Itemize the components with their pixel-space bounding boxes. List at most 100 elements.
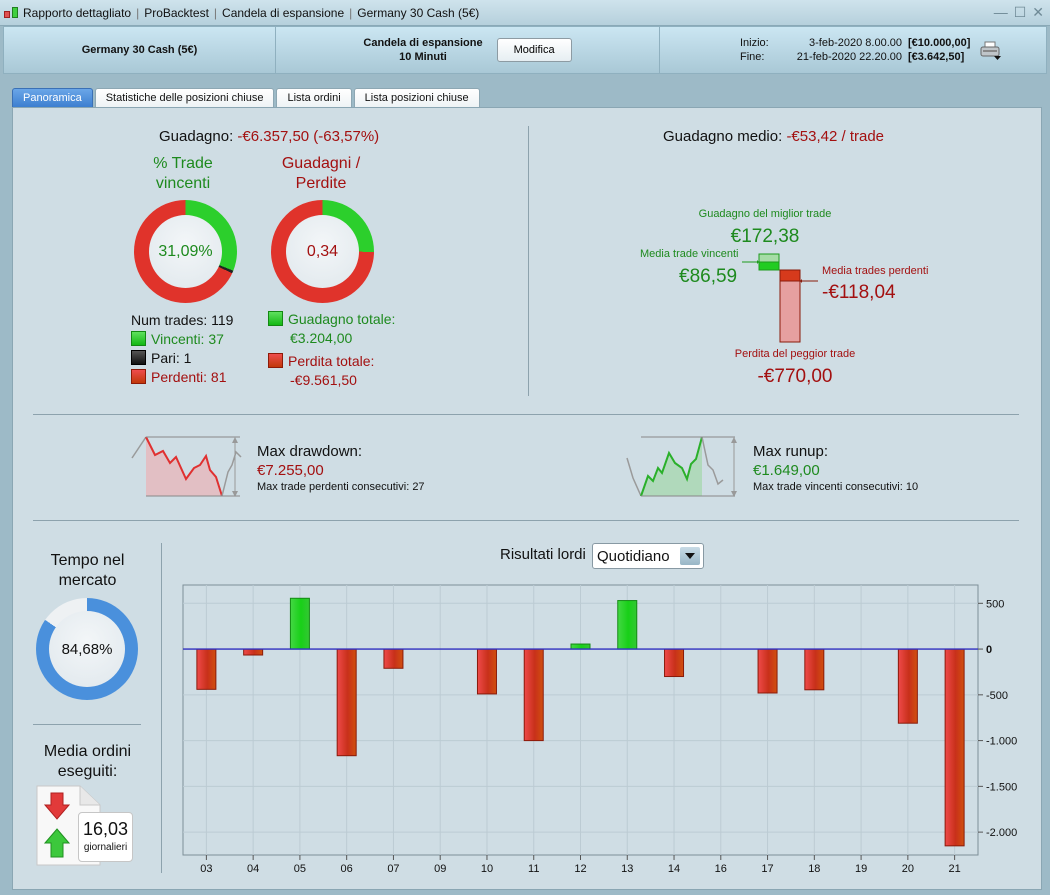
chart-ytick-label: -500 bbox=[986, 690, 1008, 702]
chevron-down-icon[interactable] bbox=[680, 547, 700, 565]
chart-ytick-label: 0 bbox=[986, 644, 992, 656]
chart-bar-17 bbox=[757, 648, 778, 694]
report-tabs: Panoramica Statistiche delle posizioni c… bbox=[12, 88, 480, 107]
chart-bar-05 bbox=[289, 597, 310, 650]
window-titlebar: Rapporto dettagliato | ProBacktest | Can… bbox=[0, 0, 1050, 26]
tab-order-list[interactable]: Lista ordini bbox=[276, 88, 352, 107]
title-segment-instrument: Germany 30 Cash (5€) bbox=[357, 5, 480, 20]
best-trade-box bbox=[758, 253, 780, 263]
chart-xtick-label: 03 bbox=[200, 863, 212, 875]
average-gain-label: Guadagno medio: bbox=[663, 128, 783, 145]
candlestick-app-icon bbox=[3, 5, 21, 21]
chart-bar-06 bbox=[336, 648, 357, 757]
start-capital: [€10.000,00] bbox=[908, 37, 971, 49]
chart-bar-13 bbox=[617, 600, 638, 650]
close-icon[interactable]: ✕ bbox=[1032, 4, 1044, 20]
winners-count: Vincenti: 37 bbox=[151, 331, 224, 347]
section-divider bbox=[528, 126, 529, 396]
max-runup-label: Max runup: bbox=[753, 443, 829, 460]
instrument-name: Germany 30 Cash (5€) bbox=[81, 44, 198, 56]
trade-range-diagram bbox=[742, 253, 818, 343]
chart-xtick-label: 14 bbox=[668, 863, 680, 875]
market-time-donut: 84,68% bbox=[36, 598, 138, 700]
market-time-title-line1: Tempo nel bbox=[50, 552, 125, 569]
title-segment-report: Rapporto dettagliato bbox=[23, 5, 132, 20]
end-label: Fine: bbox=[740, 51, 765, 63]
win-rate-donut: 31,09% bbox=[134, 200, 237, 303]
chart-xtick-label: 20 bbox=[902, 863, 914, 875]
tab-closed-positions-stats[interactable]: Statistiche delle posizioni chiuse bbox=[94, 88, 275, 107]
orders-title: Media ordini eseguiti: bbox=[25, 742, 150, 782]
chart-bar-11 bbox=[523, 648, 544, 742]
chart-ytick-label: -1.000 bbox=[986, 736, 1017, 748]
modify-button[interactable]: Modifica bbox=[496, 38, 572, 62]
results-period-select[interactable]: Quotidiano bbox=[592, 543, 704, 569]
chart-ytick-label: 500 bbox=[986, 598, 1004, 610]
strategy-info: Candela di espansione 10 Minuti bbox=[363, 36, 482, 64]
total-gain-swatch bbox=[268, 311, 283, 326]
win-pct-title-line1: % Trade bbox=[153, 155, 213, 172]
max-consecutive-wins: Max trade vincenti consecutivi: 10 bbox=[753, 481, 918, 493]
maximize-icon[interactable]: ☐ bbox=[1013, 4, 1027, 20]
worst-trade-value: -€770,00 bbox=[757, 366, 833, 387]
avg-win-label: Media trade vincenti bbox=[640, 248, 739, 260]
end-date: 21-feb-2020 22.20.00 bbox=[796, 51, 902, 63]
total-gain-value: -€6.357,50 (-63,57%) bbox=[237, 128, 380, 145]
gain-loss-title-line1: Guadagni / bbox=[281, 155, 361, 172]
sell-arrow-icon bbox=[43, 792, 71, 820]
chart-xtick-label: 21 bbox=[948, 863, 960, 875]
market-time-title: Tempo nel mercato bbox=[25, 551, 150, 591]
chart-bar-18 bbox=[804, 648, 825, 691]
orders-title-line1: Media ordini bbox=[43, 743, 132, 760]
avg-win-box bbox=[758, 261, 780, 271]
divider bbox=[33, 724, 141, 725]
gain-loss-ratio: 0,34 bbox=[306, 242, 339, 260]
daily-results-chart: 500 0 -500 -1.000 -1.500 -2.000 03 04 05 06 07 09 10… bbox=[182, 584, 1017, 875]
chart-xtick-label: 12 bbox=[574, 863, 586, 875]
chart-xtick-label: 17 bbox=[761, 863, 773, 875]
worst-trade-label: Perdita del peggior trade bbox=[734, 348, 856, 360]
strategy-timeframe: 10 Minuti bbox=[399, 51, 447, 63]
gain-loss-donut: 0,34 bbox=[271, 200, 374, 303]
even-count: Pari: 1 bbox=[151, 350, 192, 366]
minimize-icon[interactable]: — bbox=[993, 4, 1008, 20]
avg-loss-box bbox=[779, 269, 801, 282]
tab-panoramica[interactable]: Panoramica bbox=[12, 88, 93, 107]
max-consecutive-wins-label: Max trade vincenti consecutivi: bbox=[753, 481, 903, 493]
chart-xtick-label: 07 bbox=[387, 863, 399, 875]
max-consecutive-losses-label: Max trade perdenti consecutivi: bbox=[257, 481, 410, 493]
max-drawdown-label: Max drawdown: bbox=[257, 443, 363, 460]
start-label: Inizio: bbox=[740, 37, 769, 49]
chart-xtick-label: 05 bbox=[294, 863, 306, 875]
total-loss-label: Perdita totale: bbox=[288, 353, 375, 369]
max-consecutive-wins-value: 10 bbox=[905, 481, 919, 493]
orders-per-day-unit: giornalieri bbox=[83, 842, 128, 853]
chart-bar-21 bbox=[944, 648, 965, 847]
market-time-value: 84,68% bbox=[61, 640, 113, 658]
worst-trade-box bbox=[779, 280, 801, 343]
chart-xtick-label: 16 bbox=[715, 863, 727, 875]
drawdown-sparkline bbox=[131, 436, 242, 497]
report-header: Germany 30 Cash (5€) Candela di espansio… bbox=[3, 26, 1047, 74]
date-range: Inizio: 3-feb-2020 8.00.00 [€10.000,00] … bbox=[740, 36, 970, 64]
avg-loss-label: Media trades perdenti bbox=[822, 265, 929, 277]
divider bbox=[161, 543, 162, 873]
total-gain-label: Guadagno: bbox=[159, 128, 234, 145]
chart-xtick-label: 18 bbox=[808, 863, 820, 875]
chart-xtick-label: 10 bbox=[481, 863, 493, 875]
total-loss-amount: -€9.561,50 bbox=[290, 372, 357, 388]
total-gain: Guadagno: -€6.357,50 (-63,57%) bbox=[159, 128, 379, 145]
print-icon[interactable] bbox=[980, 41, 1002, 60]
divider bbox=[33, 414, 1019, 415]
orders-title-line2: eseguiti: bbox=[57, 763, 118, 780]
runup-sparkline bbox=[626, 436, 735, 497]
chart-xtick-label: 11 bbox=[528, 863, 539, 875]
chart-ytick-label: -1.500 bbox=[986, 781, 1017, 793]
chart-xtick-label: 04 bbox=[247, 863, 259, 875]
chart-xtick-label: 09 bbox=[434, 863, 446, 875]
results-label: Risultati lordi bbox=[500, 546, 586, 563]
trade-count-legend: Num trades: 119 Vincenti: 37 Pari: 1 Per… bbox=[131, 311, 233, 387]
tab-closed-positions-list[interactable]: Lista posizioni chiuse bbox=[353, 88, 480, 107]
market-time-title-line2: mercato bbox=[58, 572, 117, 589]
chart-bar-04 bbox=[243, 648, 264, 656]
